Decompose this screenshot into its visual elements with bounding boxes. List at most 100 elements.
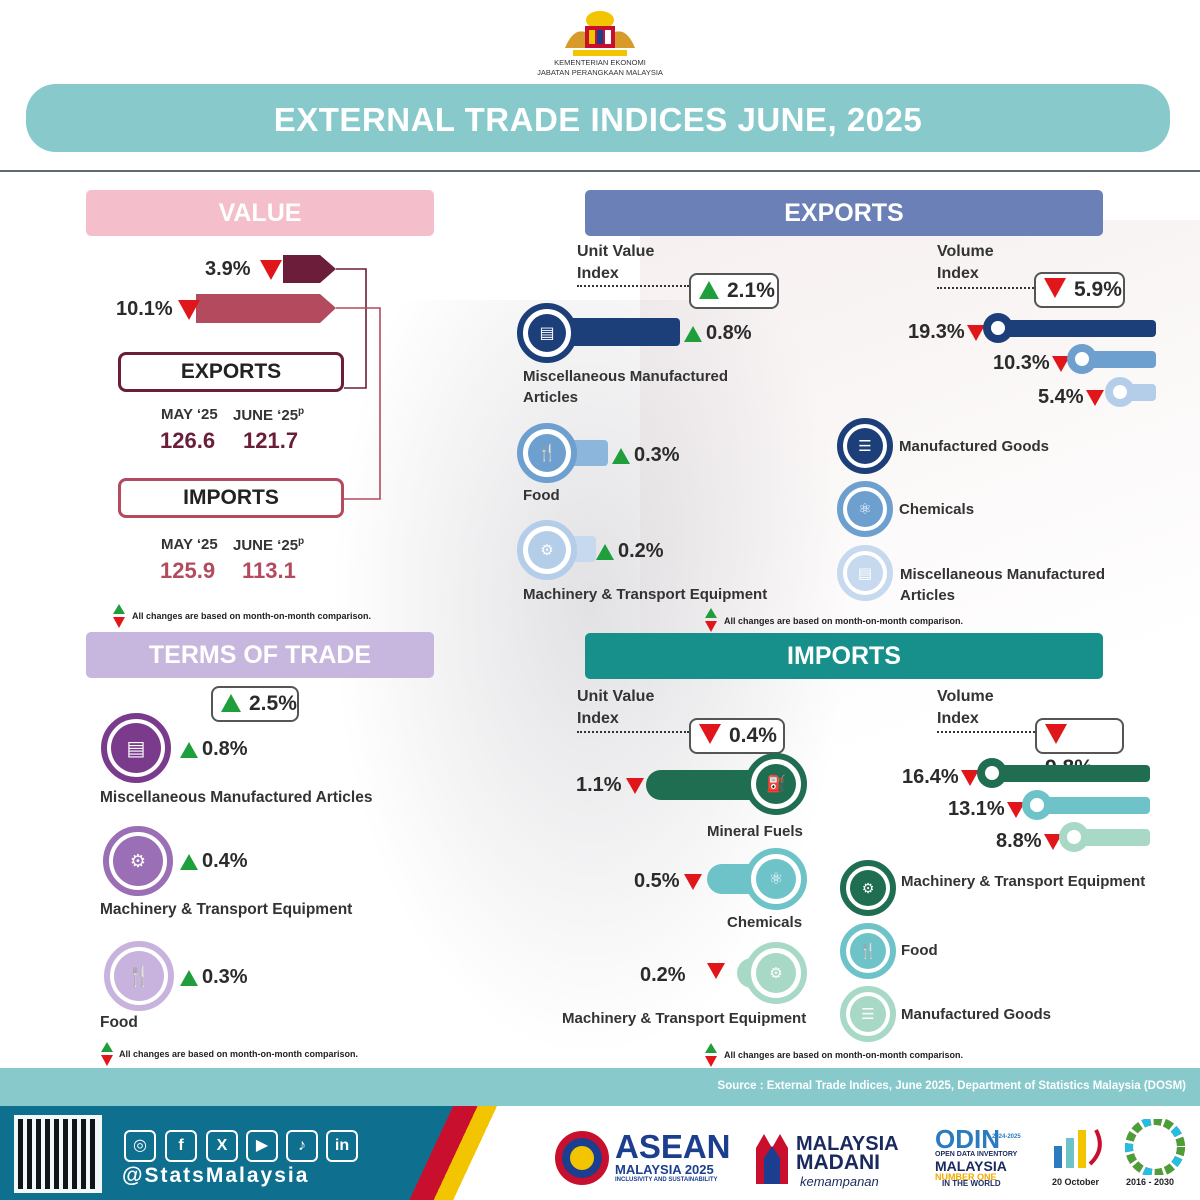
imports-uvi-chemicals-change-text: 0.5%: [634, 870, 680, 892]
footer-flag-stripe: [380, 1106, 580, 1200]
odin-line-5: NUMBER ONE: [935, 1172, 997, 1182]
tot-misc-change: 0.8%: [180, 738, 248, 761]
imports-vi-bar-food: [1035, 797, 1150, 814]
odin-line-6: IN THE WORLD: [942, 1179, 1001, 1188]
tot-food-change-text: 0.3%: [202, 966, 248, 988]
imports-vi-food-change-text: 13.1%: [948, 798, 1005, 820]
imports-value-change: 10.1%: [116, 298, 201, 321]
food-cutlery-icon: 🍴: [850, 933, 886, 969]
tot-machinery-circle: ⚙: [103, 826, 173, 896]
imports-arrow-shape: [196, 294, 336, 323]
label-line-2: Articles: [523, 389, 579, 406]
exports-uvi-change-text: 2.1%: [727, 279, 775, 302]
up-arrow-icon: [180, 853, 198, 870]
tot-misc-circle: ▤: [101, 713, 171, 783]
down-arrow-icon: [960, 769, 979, 786]
madani-line-1: MALAYSIA: [796, 1133, 899, 1155]
vi-heading-line-1: Volume: [937, 243, 994, 260]
provisional-mark: p: [298, 536, 305, 547]
terms-of-trade-banner: TERMS OF TRADE: [86, 632, 434, 678]
imports-uvi-machinery-change: 0.2%: [640, 964, 686, 987]
imports-vi-machinery-change: 16.4%: [902, 766, 979, 789]
imports-vi-change: 9.8%: [1035, 718, 1124, 779]
exports-vi-change: 5.9%: [1034, 272, 1125, 308]
exports-uvi-machinery-label: Machinery & Transport Equipment: [523, 586, 768, 603]
exports-note: All changes are based on month-on-month …: [724, 616, 964, 626]
imports-uvi-machinery-circle: ⚙: [745, 942, 807, 1004]
down-arrow-icon: [683, 873, 702, 890]
uvi-heading-line-1: Unit Value: [577, 688, 655, 705]
documents-icon: ▤: [111, 723, 161, 773]
label-line-1: Miscellaneous Manufactured: [900, 566, 1106, 583]
down-arrow-icon: [1045, 724, 1067, 744]
imports-vi-food-circle: 🍴: [840, 923, 896, 979]
down-arrow-icon: [707, 963, 725, 979]
vi-heading-line-2: Index: [937, 710, 979, 727]
col-june-text: JUNE ‘25: [233, 537, 299, 554]
exports-uvi-food-circle: 🍴: [517, 423, 577, 483]
value-banner: VALUE: [86, 190, 434, 236]
social-handle[interactable]: @StatsMalaysia: [122, 1164, 310, 1187]
up-arrow-icon: [699, 281, 719, 299]
x-icon[interactable]: X: [206, 1130, 238, 1162]
facebook-icon[interactable]: f: [165, 1130, 197, 1162]
ministry-line-1: KEMENTERIAN EKONOMI: [554, 58, 646, 67]
molecule-icon: ⚛: [756, 859, 796, 899]
fuel-can-icon: ⛽: [756, 764, 796, 804]
background-ship-image: [330, 300, 850, 1060]
exports-uvi-machinery-change-text: 0.2%: [618, 540, 664, 562]
tot-food-circle: 🍴: [104, 941, 174, 1011]
down-arrow-icon: [966, 324, 985, 341]
header-divider: [0, 170, 1200, 172]
instagram-icon[interactable]: ◎: [124, 1130, 156, 1162]
coins-stack-icon: ☰: [847, 428, 883, 464]
value-exports-label: EXPORTS: [118, 352, 344, 392]
down-arrow-icon: [699, 724, 721, 744]
youtube-icon[interactable]: ▶: [246, 1130, 278, 1162]
tot-overall-text: 2.5%: [249, 692, 297, 715]
bar-knob: [983, 313, 1013, 343]
down-arrow-icon: [1043, 833, 1062, 850]
imports-vi-manufactured-change-text: 8.8%: [996, 830, 1042, 852]
imports-may-value: 125.9: [160, 558, 216, 583]
imports-vi-manufactured-circle: ☰: [840, 986, 896, 1042]
linkedin-icon[interactable]: in: [326, 1130, 358, 1162]
value-imports-col-june: JUNE ‘25p: [233, 536, 304, 554]
down-arrow-icon: [1006, 801, 1025, 818]
imports-june-value: 113.1: [242, 558, 296, 583]
label-line-2: Articles: [900, 587, 956, 604]
tot-food-change: 0.3%: [180, 966, 248, 989]
exports-vi-bar-manufactured: [996, 320, 1156, 337]
coat-of-arms-logo: [565, 11, 635, 56]
exports-banner: EXPORTS: [585, 190, 1103, 236]
exports-may-value: 126.6: [160, 428, 216, 453]
exports-uvi-heading: Unit Value Index: [577, 241, 654, 285]
exports-vi-manufactured-circle: ☰: [837, 418, 893, 474]
dotted-leader: [577, 731, 689, 733]
exports-vi-misc-label: Miscellaneous Manufactured Articles: [900, 564, 1105, 606]
up-arrow-icon: [221, 694, 241, 712]
down-arrow-icon: [1085, 389, 1104, 406]
asean-wordmark: ASEAN: [615, 1128, 731, 1165]
coins-stack-icon: ☰: [850, 996, 886, 1032]
down-arrow-icon: [1044, 278, 1066, 298]
value-connector-diagram: [196, 255, 381, 500]
asean-year: MALAYSIA 2025: [615, 1162, 714, 1177]
exports-uvi-machinery-circle: ⚙: [517, 520, 577, 580]
up-arrow-icon: [596, 543, 614, 560]
exports-uvi-misc-change-text: 0.8%: [706, 322, 752, 344]
imports-uvi-chemicals-change: 0.5%: [634, 870, 702, 893]
qr-code[interactable]: [14, 1115, 102, 1193]
down-arrow-icon: [625, 777, 644, 794]
up-arrow-icon: [684, 325, 702, 342]
world-statistics-day-logo: [1054, 1129, 1102, 1168]
tiktok-icon[interactable]: ♪: [286, 1130, 318, 1162]
imports-vi-machinery-circle: ⚙: [840, 860, 896, 916]
imports-vi-manufactured-change: 8.8%: [996, 830, 1062, 853]
exports-vi-manufactured-change-text: 19.3%: [908, 321, 965, 343]
up-arrow-icon: [612, 447, 630, 464]
source-bar: Source : External Trade Indices, June 20…: [0, 1068, 1200, 1106]
imports-banner: IMPORTS: [585, 633, 1103, 679]
exports-vi-heading: Volume Index: [937, 241, 994, 285]
imports-uvi-fuels-change-text: 1.1%: [576, 774, 622, 796]
